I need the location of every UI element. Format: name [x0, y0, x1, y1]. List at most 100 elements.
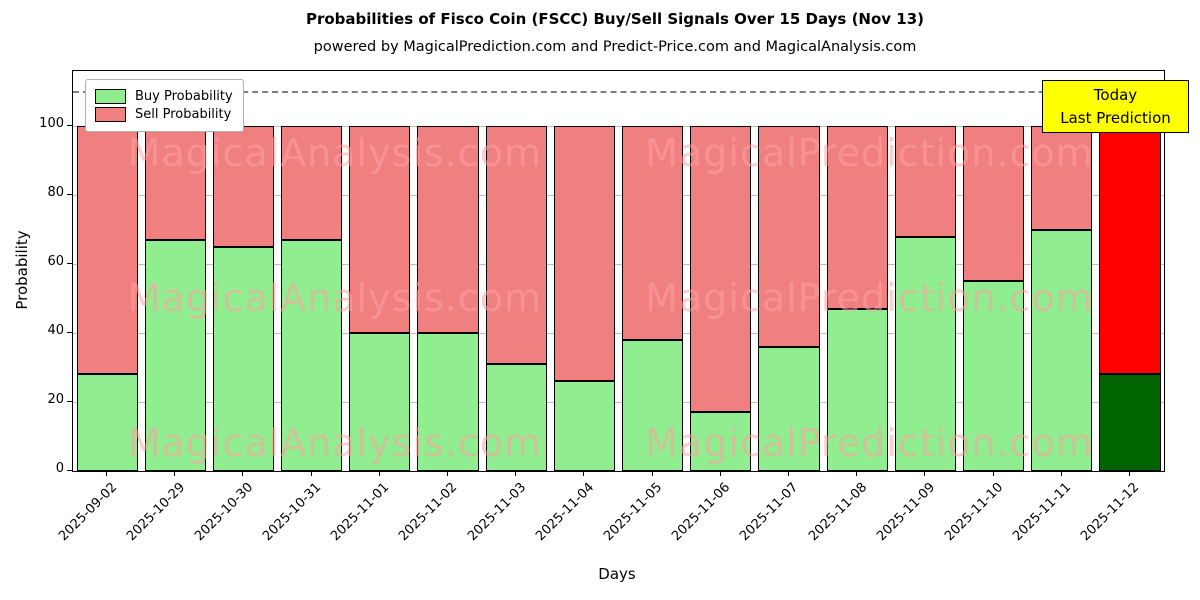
x-tick-label: 2025-11-08 — [805, 480, 870, 545]
legend-swatch — [95, 89, 126, 104]
x-tick-mark — [856, 471, 858, 476]
y-tick-mark — [67, 194, 72, 196]
x-tick-label: 2025-11-07 — [737, 480, 802, 545]
x-tick-label: 2025-11-02 — [396, 480, 461, 545]
chart-title: Probabilities of Fisco Coin (FSCC) Buy/S… — [305, 10, 925, 28]
bar-sell-segment — [417, 126, 479, 334]
gridline — [73, 125, 1164, 127]
x-tick-label: 2025-11-12 — [1078, 480, 1143, 545]
bar-buy-segment — [1099, 374, 1161, 471]
legend-swatch — [95, 107, 126, 122]
x-tick-mark — [106, 471, 108, 476]
threshold-dashed-line — [73, 90, 1164, 93]
y-tick-mark — [67, 332, 72, 334]
legend-label: Buy Probability — [135, 89, 233, 104]
bar-sell-segment — [962, 126, 1025, 282]
x-tick-mark — [1060, 471, 1062, 476]
x-tick-label: 2025-11-03 — [464, 480, 529, 545]
watermark-text: MagicalAnalysis.com — [127, 276, 542, 320]
bar-sell-segment — [1099, 126, 1161, 375]
x-tick-label: 2025-10-31 — [260, 480, 325, 545]
watermark-text: MagicalAnalysis.com — [127, 131, 542, 175]
y-tick-label: 20 — [47, 392, 64, 408]
x-tick-label: 2025-09-02 — [55, 480, 120, 545]
x-tick-mark — [515, 471, 517, 476]
y-tick-mark — [67, 125, 72, 127]
bar-buy-segment — [417, 333, 479, 471]
bar-buy-segment — [349, 333, 411, 471]
bar-sell-segment — [553, 126, 615, 382]
bar-sell-segment — [485, 126, 547, 365]
x-tick-label: 2025-11-09 — [873, 480, 938, 545]
x-tick-mark — [992, 471, 994, 476]
watermark-text: MagicalPrediction.com — [645, 421, 1094, 465]
bars-layer — [73, 71, 1164, 471]
bar-sell-segment — [1031, 126, 1093, 230]
bar-sell-segment — [212, 126, 275, 247]
x-tick-mark — [174, 471, 176, 476]
bar-buy-segment — [212, 246, 275, 471]
x-tick-mark — [583, 471, 585, 476]
watermark-text: MagicalPrediction.com — [645, 276, 1094, 320]
x-tick-mark — [787, 471, 789, 476]
legend-item: Sell Probability — [95, 107, 233, 122]
x-tick-label: 2025-11-05 — [601, 480, 666, 545]
y-axis-label: Probability — [13, 230, 31, 310]
y-tick-label: 0 — [55, 461, 64, 476]
x-tick-label: 2025-11-01 — [328, 480, 393, 545]
x-tick-label: 2025-11-04 — [532, 480, 598, 545]
x-tick-label: 2025-11-06 — [669, 480, 734, 545]
y-tick-mark — [67, 263, 72, 265]
x-tick-mark — [651, 471, 653, 476]
x-tick-label: 2025-10-30 — [192, 480, 257, 545]
x-tick-mark — [719, 471, 721, 476]
y-tick-label: 60 — [47, 254, 64, 270]
y-tick-label: 100 — [39, 116, 64, 132]
bar-sell-segment — [349, 126, 411, 334]
legend-label: Sell Probability — [135, 107, 232, 122]
bar-sell-segment — [144, 126, 206, 240]
bar-sell-segment — [690, 126, 752, 413]
x-tick-label: 2025-10-29 — [123, 480, 188, 545]
bar-sell-segment — [76, 126, 138, 375]
x-tick-mark — [447, 471, 449, 476]
bar-sell-segment — [622, 126, 684, 340]
x-tick-mark — [242, 471, 244, 476]
y-tick-label: 40 — [47, 323, 64, 339]
legend-item: Buy Probability — [95, 89, 233, 104]
bar-buy-segment — [553, 381, 615, 471]
x-tick-mark — [310, 471, 312, 476]
watermark-text: MagicalAnalysis.com — [127, 421, 542, 465]
gridline — [73, 263, 1164, 265]
watermark-text: MagicalPrediction.com — [645, 131, 1094, 175]
plot-area: MagicalAnalysis.com MagicalPrediction.com… — [72, 70, 1165, 472]
bar-buy-segment — [690, 412, 752, 471]
bar-buy-segment — [758, 346, 820, 471]
bar-sell-segment — [894, 126, 956, 237]
x-tick-mark — [924, 471, 926, 476]
gridline — [73, 332, 1164, 334]
bar-sell-segment — [281, 126, 343, 240]
bar-buy-segment — [485, 364, 547, 471]
y-tick-mark — [67, 401, 72, 403]
bar-buy-segment — [894, 236, 956, 471]
annotation-line-2: Last Prediction — [1060, 108, 1171, 127]
legend: Buy Probability Sell Probability — [85, 79, 244, 132]
x-tick-label: 2025-11-10 — [942, 480, 1007, 545]
gridline — [73, 194, 1164, 196]
chart-subtitle: powered by MagicalPrediction.com and Pre… — [313, 39, 917, 55]
bar-buy-segment — [1031, 229, 1093, 471]
bar-buy-segment — [622, 339, 684, 471]
x-tick-label: 2025-11-11 — [1010, 480, 1075, 545]
bar-buy-segment — [76, 374, 138, 471]
y-tick-label: 80 — [47, 185, 64, 201]
bar-buy-segment — [826, 308, 888, 471]
gridline — [73, 401, 1164, 403]
x-axis-label: Days — [598, 565, 636, 583]
bar-sell-segment — [826, 126, 888, 309]
bar-buy-segment — [962, 281, 1025, 471]
x-tick-mark — [378, 471, 380, 476]
annotation-line-1: Today — [1093, 86, 1138, 104]
bar-buy-segment — [281, 239, 343, 471]
